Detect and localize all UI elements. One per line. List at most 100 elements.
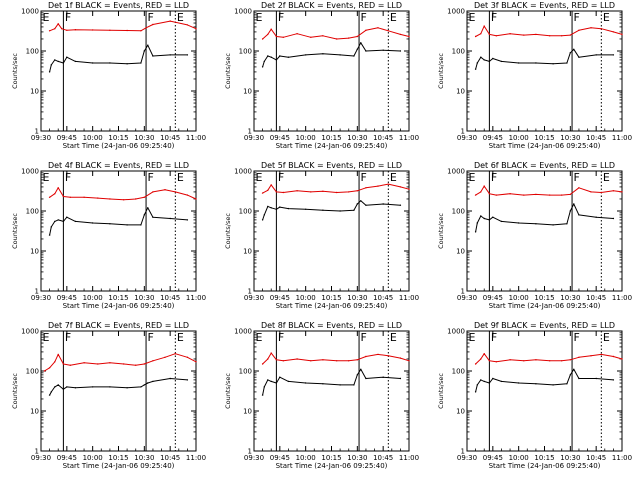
- lld-point: [135, 198, 137, 200]
- lld-point: [488, 33, 491, 36]
- x-tick-label: 10:00: [509, 134, 529, 142]
- events-point: [488, 219, 491, 221]
- lld-point: [535, 193, 537, 196]
- chart-panel: Det 7f BLACK = Events, RED = LLD 1 10 100 10…: [11, 321, 206, 470]
- lld-point: [569, 193, 571, 196]
- lld-point: [535, 33, 537, 36]
- lld-point: [282, 360, 284, 362]
- lld-point: [69, 364, 72, 366]
- events-point: [66, 56, 68, 58]
- events-point: [552, 384, 554, 386]
- events-point: [169, 54, 171, 56]
- series-lld-line: [262, 183, 410, 194]
- chart-title: Det 8f BLACK = Events, RED = LLD: [261, 321, 402, 330]
- lld-point: [578, 29, 580, 31]
- chart-panel: Det 8f BLACK = Events, RED = LLD 1 10 100 10…: [224, 321, 419, 470]
- events-point: [147, 44, 149, 46]
- y-tick-label: 1000: [447, 328, 465, 336]
- series-events-line: [49, 44, 188, 73]
- x-tick-label: 10:45: [373, 294, 393, 302]
- lld-point: [275, 359, 278, 361]
- x-tick-label: 10:45: [160, 454, 180, 462]
- lld-point: [195, 28, 197, 30]
- events-point: [279, 55, 281, 57]
- events-point: [365, 204, 367, 206]
- x-tick-label: 11:00: [399, 134, 419, 142]
- marker-label: E: [43, 11, 50, 24]
- series-events-line: [475, 368, 614, 393]
- marker-label: F: [491, 11, 497, 24]
- lld-point: [569, 359, 571, 361]
- x-tick-label: 09:30: [244, 454, 264, 462]
- x-tick-label: 09:30: [457, 134, 477, 142]
- lld-point: [561, 360, 563, 362]
- y-axis-label: Counts/sec: [224, 53, 232, 89]
- x-tick-label: 10:15: [108, 454, 128, 462]
- events-point: [595, 377, 597, 380]
- marker-label: E: [603, 331, 610, 344]
- events-point: [578, 214, 580, 216]
- events-point: [66, 386, 68, 388]
- lld-point: [296, 33, 298, 35]
- lld-point: [474, 363, 477, 365]
- events-point: [552, 63, 554, 65]
- y-tick-label: 100: [452, 368, 465, 376]
- lld-point: [66, 29, 68, 31]
- lld-point: [523, 194, 525, 196]
- events-point: [492, 377, 494, 380]
- events-point: [353, 209, 355, 211]
- chart-title: Det 2f BLACK = Events, RED = LLD: [261, 1, 402, 10]
- x-tick-label: 10:45: [586, 454, 606, 462]
- lld-point: [48, 196, 51, 198]
- lld-point: [135, 364, 137, 366]
- series-lld-line: [475, 185, 623, 196]
- events-point: [305, 208, 307, 210]
- lld-point: [387, 183, 389, 185]
- lld-point: [83, 196, 85, 198]
- events-point: [573, 48, 575, 50]
- x-axis-label: Start Time (24-Jan-06 09:25:40): [489, 462, 601, 470]
- events-point: [92, 222, 94, 224]
- lld-point: [600, 353, 602, 356]
- events-point: [360, 42, 362, 44]
- lld-point: [43, 370, 46, 372]
- events-point: [109, 386, 111, 388]
- chart-title: Det 6f BLACK = Events, RED = LLD: [474, 161, 615, 170]
- marker-label: F: [491, 331, 497, 344]
- lld-point: [621, 358, 623, 360]
- x-tick-label: 10:00: [296, 134, 316, 142]
- marker-label: E: [469, 11, 476, 24]
- lld-point: [549, 360, 551, 362]
- events-point: [287, 207, 290, 210]
- events-point: [143, 50, 145, 52]
- lld-point: [152, 360, 154, 362]
- events-point: [535, 383, 537, 385]
- y-tick-label: 10: [456, 248, 465, 256]
- events-point: [140, 386, 142, 388]
- x-tick-label: 10:15: [321, 454, 341, 462]
- lld-point: [578, 356, 580, 358]
- lld-point: [480, 33, 482, 35]
- lld-point: [336, 38, 338, 40]
- marker-label: F: [574, 171, 580, 184]
- lld-point: [186, 24, 189, 26]
- events-point: [322, 53, 324, 55]
- y-tick-label: 1: [461, 448, 465, 456]
- x-tick-label: 10:45: [160, 294, 180, 302]
- events-point: [50, 391, 52, 393]
- events-point: [287, 380, 290, 383]
- events-point: [267, 379, 269, 381]
- events-point: [488, 60, 491, 63]
- lld-point: [399, 186, 402, 188]
- lld-point: [62, 195, 65, 198]
- lld-point: [57, 187, 59, 189]
- marker-label: F: [278, 11, 284, 24]
- events-point: [152, 380, 154, 383]
- x-tick-label: 10:15: [108, 294, 128, 302]
- events-point: [500, 60, 503, 63]
- lld-point: [83, 362, 85, 364]
- lld-point: [387, 355, 389, 357]
- x-tick-label: 09:45: [483, 134, 503, 142]
- marker-label: F: [361, 171, 367, 184]
- lld-point: [483, 353, 485, 355]
